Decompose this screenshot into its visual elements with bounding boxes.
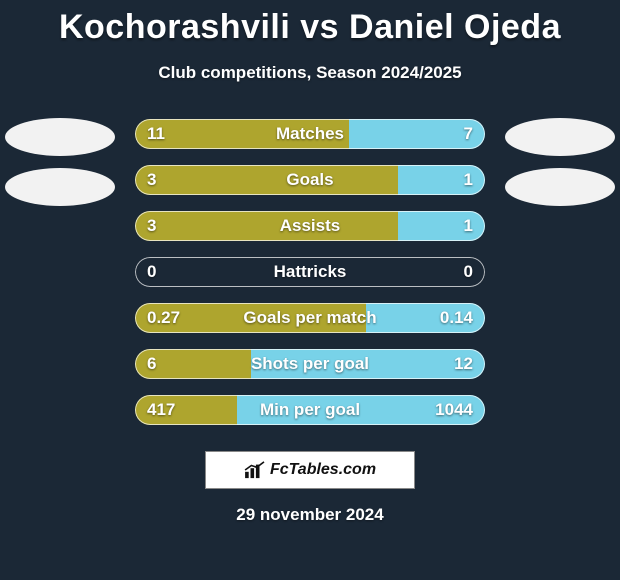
stat-bar: Assists31 (135, 211, 485, 241)
player-avatar-left (5, 118, 115, 156)
stat-bar: Goals31 (135, 165, 485, 195)
bar-outline (135, 257, 485, 287)
stat-bar: Hattricks0 0 (135, 257, 485, 287)
bar-fill-left (135, 211, 398, 241)
stat-row: Shots per goal612 (0, 341, 620, 387)
stat-bar: Shots per goal612 (135, 349, 485, 379)
chart-area: Matches117Goals31Assists31Hattricks00Goa… (0, 111, 620, 433)
stat-value-left: 417 (147, 395, 175, 425)
stat-row: Goals per match0.270.14 (0, 295, 620, 341)
player-avatar-right (505, 118, 615, 156)
stat-value-left: 3 (147, 211, 156, 241)
stat-row: Hattricks0 0 (0, 249, 620, 295)
stat-value-left: 6 (147, 349, 156, 379)
stat-value-left: 11 (147, 119, 165, 149)
bar-fill-left (135, 119, 349, 149)
brand-badge: FcTables.com (205, 451, 415, 489)
stat-value-left: 0.27 (147, 303, 180, 333)
page-title: Kochorashvili vs Daniel Ojeda (59, 8, 561, 47)
stat-value-right: 0 (464, 257, 473, 287)
player-avatar-left (5, 168, 115, 206)
date-text: 29 november 2024 (236, 505, 383, 525)
brand-text: FcTables.com (270, 461, 376, 479)
stat-value-right: 12 (454, 349, 473, 379)
stat-row: Assists31 (0, 203, 620, 249)
stat-value-right: 1044 (435, 395, 473, 425)
chart-icon (244, 461, 266, 479)
stat-value-left: 3 (147, 165, 156, 195)
stat-row: Min per goal4171044 (0, 387, 620, 433)
comparison-card: Kochorashvili vs Daniel Ojeda Club compe… (0, 0, 620, 580)
stat-value-right: 7 (464, 119, 473, 149)
stat-bar: Matches117 (135, 119, 485, 149)
stat-value-left: 0 (147, 257, 156, 287)
bar-fill-left (135, 165, 398, 195)
stat-value-right: 1 (464, 165, 473, 195)
stat-label: Hattricks (135, 257, 485, 287)
stat-bar: Min per goal4171044 (135, 395, 485, 425)
stat-bar: Goals per match0.270.14 (135, 303, 485, 333)
player-avatar-right (505, 168, 615, 206)
bar-fill-right (251, 349, 486, 379)
stat-value-right: 0.14 (440, 303, 473, 333)
stat-value-right: 1 (464, 211, 473, 241)
subtitle: Club competitions, Season 2024/2025 (158, 63, 461, 83)
